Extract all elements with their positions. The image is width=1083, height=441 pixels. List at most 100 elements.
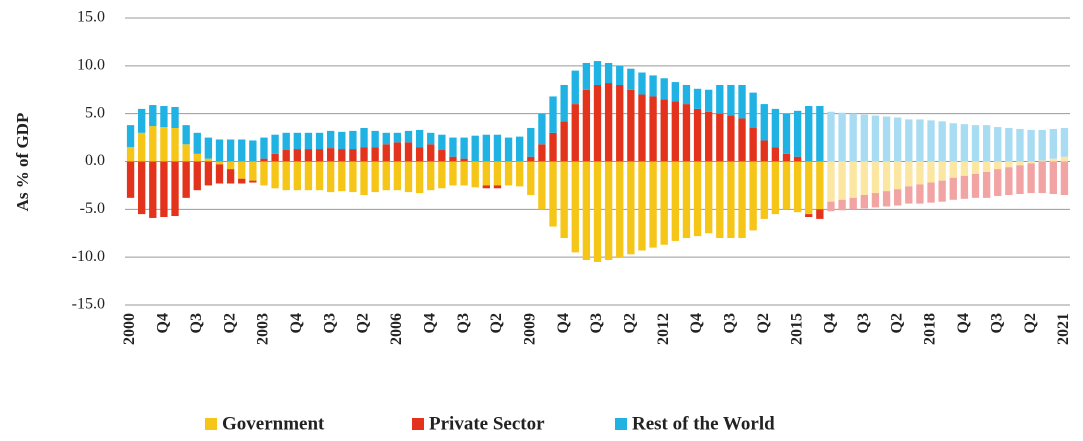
bar [649,75,657,97]
bar [238,178,246,184]
bar [771,108,780,148]
x-tick-label: Q4 [688,313,705,333]
x-tick-label: 2000 [121,313,138,345]
bar [749,161,757,231]
bar [527,156,535,162]
bar [527,128,535,157]
y-tick-label: -15.0 [72,296,105,313]
bar [282,150,290,162]
bar [149,126,157,162]
bar [349,149,357,162]
bar [1049,161,1057,195]
bar [616,161,624,258]
bar [871,115,880,162]
bar [727,115,735,162]
bar [471,135,479,162]
legend-swatch [205,418,217,430]
bar [226,169,235,184]
bar [193,161,201,191]
bar [1005,167,1013,195]
bar [460,158,468,162]
bar [271,161,279,189]
y-tick-label: -10.0 [72,248,105,265]
bar [894,161,902,190]
bar [616,84,624,162]
bar [949,123,957,162]
bar [649,96,657,162]
bar [816,209,824,219]
y-tick-label: 0.0 [85,152,105,169]
x-tick-label: 2009 [521,313,538,345]
bar [560,121,568,162]
bar [1016,128,1024,162]
bar [360,128,368,148]
bar [449,137,457,157]
bar [994,161,1002,170]
bar [1060,161,1069,195]
bar [849,161,857,198]
bar [460,161,468,186]
bar [1049,128,1057,159]
bar [660,161,668,245]
bar [971,161,980,174]
bar [771,161,780,215]
bar [160,127,168,162]
legend-label: Government [222,413,325,434]
bar [705,89,713,112]
bar [838,199,846,211]
bar [471,161,479,188]
bar [315,161,324,191]
bar [482,185,490,189]
bar [404,161,413,193]
bar [938,180,946,202]
bar [538,161,546,210]
bar [593,84,602,162]
bar [315,132,324,150]
x-tick-label: Q2 [355,313,372,333]
bar [249,180,257,183]
bar [827,201,835,212]
bar [1027,163,1035,194]
bar [393,142,402,162]
bar [293,149,301,162]
bar [1038,161,1046,194]
bar [571,104,579,162]
bar [682,84,691,105]
bar [805,161,813,215]
bar [149,161,157,218]
bar [916,184,924,204]
bar [226,161,235,170]
bar [327,130,335,149]
bar [860,194,868,209]
bar [338,149,346,162]
bar [938,121,946,162]
x-tick-label: 2003 [255,313,272,345]
bar [582,62,591,90]
x-tick-label: Q4 [955,313,972,333]
bar [126,125,135,148]
bar [338,131,346,150]
bar [271,134,279,154]
bar [504,161,513,186]
bar [126,147,135,162]
bar [138,108,146,133]
bar [671,101,679,162]
bar [360,161,368,195]
bar [315,149,324,162]
bar [482,161,490,186]
bar [982,161,991,173]
bar [171,128,179,162]
bar [949,177,957,200]
bar [415,129,424,148]
bar [671,82,679,102]
bar [838,112,846,162]
bar [438,134,446,151]
bar [727,84,735,116]
x-tick-label: Q3 [855,313,872,333]
bar [493,134,502,162]
bar [304,149,313,162]
bar [905,161,913,187]
legend-swatch [615,418,627,430]
bar [882,116,891,162]
bar [994,127,1002,162]
